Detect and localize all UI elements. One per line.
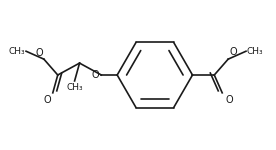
Text: O: O bbox=[229, 47, 237, 57]
Text: O: O bbox=[92, 70, 99, 80]
Text: CH₃: CH₃ bbox=[66, 83, 83, 92]
Text: O: O bbox=[35, 48, 43, 58]
Text: CH₃: CH₃ bbox=[9, 47, 25, 56]
Text: O: O bbox=[225, 95, 233, 105]
Text: O: O bbox=[43, 95, 51, 105]
Text: CH₃: CH₃ bbox=[247, 47, 264, 56]
